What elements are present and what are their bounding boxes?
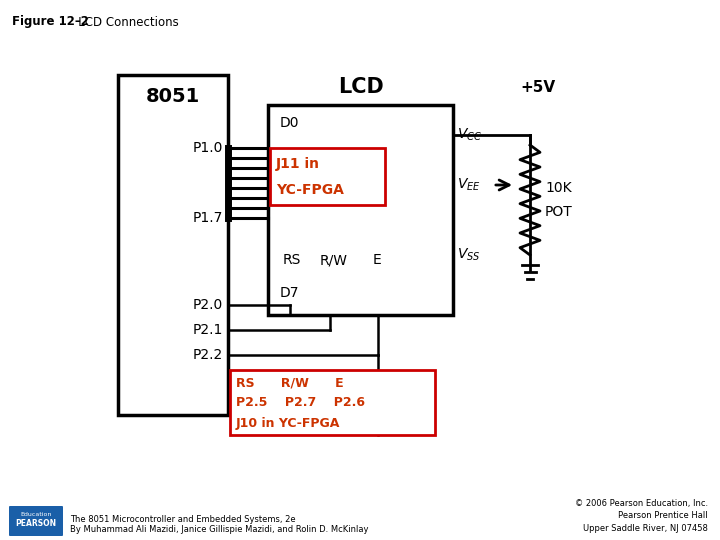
Text: Education: Education — [20, 512, 52, 517]
FancyBboxPatch shape — [9, 506, 63, 536]
Text: The 8051 Microcontroller and Embedded Systems, 2e: The 8051 Microcontroller and Embedded Sy… — [70, 516, 296, 524]
Text: 10K: 10K — [545, 181, 572, 195]
Text: RS: RS — [283, 253, 302, 267]
Text: P1.7: P1.7 — [193, 211, 223, 225]
Bar — [268, 105, 453, 315]
Text: $V_{SS}$: $V_{SS}$ — [457, 247, 480, 263]
Text: © 2006 Pearson Education, Inc.
Pearson Prentice Hall
Upper Saddle River, NJ 0745: © 2006 Pearson Education, Inc. Pearson P… — [575, 499, 708, 533]
Text: P2.5    P2.7    P2.6: P2.5 P2.7 P2.6 — [236, 396, 365, 409]
Text: P2.2: P2.2 — [193, 348, 223, 362]
Text: R/W: R/W — [320, 253, 348, 267]
Text: P1.0: P1.0 — [193, 141, 223, 155]
Text: D0: D0 — [280, 116, 300, 130]
Text: P2.0: P2.0 — [193, 298, 223, 312]
Text: $V_{EE}$: $V_{EE}$ — [457, 177, 481, 193]
Text: PEARSON: PEARSON — [15, 519, 57, 529]
Bar — [270, 148, 385, 205]
Text: +5V: +5V — [520, 80, 555, 96]
Text: J10 in YC-FPGA: J10 in YC-FPGA — [236, 416, 341, 429]
Text: Figure 12–2: Figure 12–2 — [12, 16, 89, 29]
Text: $V_{CC}$: $V_{CC}$ — [457, 127, 482, 143]
Text: RS      R/W      E: RS R/W E — [236, 376, 343, 389]
Text: LCD: LCD — [338, 77, 383, 97]
Text: YC-FPGA: YC-FPGA — [276, 183, 344, 197]
Text: LCD Connections: LCD Connections — [67, 16, 179, 29]
Text: D7: D7 — [280, 286, 300, 300]
Text: POT: POT — [545, 205, 572, 219]
Bar — [230, 370, 435, 435]
Text: J11 in: J11 in — [276, 157, 320, 171]
Bar — [118, 75, 228, 415]
Text: E: E — [373, 253, 382, 267]
Text: By Muhammad Ali Mazidi, Janice Gillispie Mazidi, and Rolin D. McKinlay: By Muhammad Ali Mazidi, Janice Gillispie… — [70, 525, 369, 535]
Text: 8051: 8051 — [146, 87, 200, 106]
Text: P2.1: P2.1 — [193, 323, 223, 337]
